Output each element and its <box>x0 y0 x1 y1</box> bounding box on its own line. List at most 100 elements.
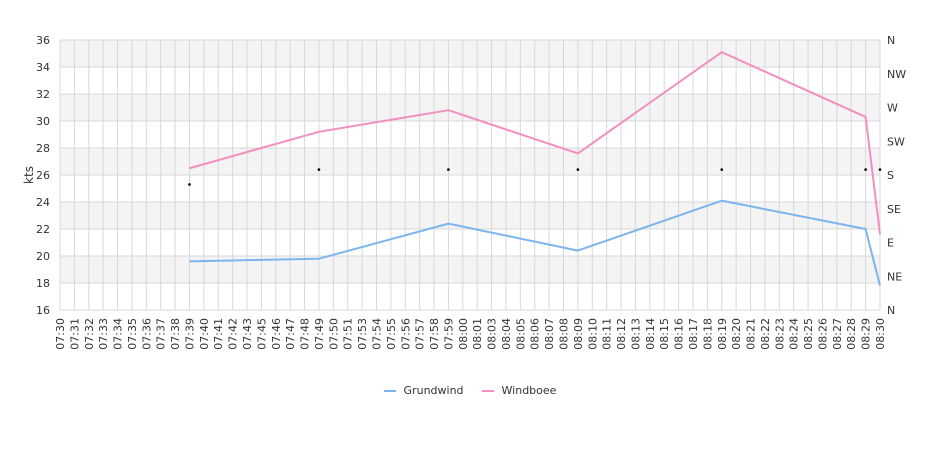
legend-label-windboee: Windboee <box>501 384 557 397</box>
x-tick-label: 08:06 <box>529 318 542 350</box>
plot-band <box>60 256 880 283</box>
direction-marker <box>317 168 321 171</box>
y2-axis-tick-labels: N NE E SE S SW W NW N <box>887 34 906 317</box>
x-tick-label: 08:30 <box>874 318 887 350</box>
legend-label-grundwind: Grundwind <box>403 384 464 397</box>
x-tick-label: 08:00 <box>457 318 470 350</box>
direction-marker <box>878 168 882 171</box>
series-lines <box>189 51 881 286</box>
x-axis-tick-labels: 07:30 07:31 07:32 07:33 07:34 07:35 07:36 07:37… <box>54 318 887 350</box>
y-tick-label: 28 <box>36 142 50 155</box>
x-tick-label: 08:21 <box>745 318 758 350</box>
x-tick-label: 07:57 <box>414 318 427 350</box>
series-line-grundwind[interactable] <box>189 199 881 286</box>
legend: Grundwind Windboee <box>0 384 940 397</box>
legend-item-grundwind[interactable]: Grundwind <box>383 384 464 397</box>
x-tick-label: 07:49 <box>313 318 326 350</box>
plot-band <box>60 148 880 175</box>
direction-marker <box>576 168 580 171</box>
x-tick-label: 07:46 <box>270 318 283 350</box>
x-tick-label: 08:15 <box>658 318 671 350</box>
x-tick-label: 07:54 <box>370 318 383 350</box>
y2-tick-label: NW <box>887 68 906 81</box>
direction-marker <box>864 168 867 171</box>
x-tick-label: 08:01 <box>471 318 484 350</box>
x-tick-label: 08:22 <box>759 318 772 350</box>
direction-marker <box>188 183 191 186</box>
y-tick-label: 34 <box>36 61 50 74</box>
x-tick-label: 08:14 <box>644 318 657 350</box>
legend-item-windboee[interactable]: Windboee <box>481 384 557 397</box>
y-tick-label: 16 <box>36 304 50 317</box>
x-tick-label: 08:24 <box>788 318 801 350</box>
x-tick-label: 07:47 <box>284 318 297 350</box>
x-tick-label: 07:56 <box>399 318 412 350</box>
x-tick-label: 08:09 <box>572 318 585 350</box>
y-tick-label: 24 <box>36 196 50 209</box>
x-tick-label: 08:17 <box>687 318 700 350</box>
x-tick-label: 08:18 <box>701 318 714 350</box>
y2-tick-label: NE <box>887 270 902 283</box>
direction-markers <box>188 168 882 186</box>
x-tick-label: 07:30 <box>54 318 67 350</box>
legend-swatch-grundwind <box>383 389 396 392</box>
x-tick-label: 07:34 <box>112 318 125 350</box>
x-tick-label: 08:13 <box>629 318 642 350</box>
x-tick-label: 08:26 <box>816 318 829 350</box>
y2-tick-label: W <box>887 102 898 115</box>
x-tick-label: 07:59 <box>442 318 455 350</box>
x-tick-label: 07:42 <box>227 318 240 350</box>
y-tick-label: 18 <box>36 277 50 290</box>
x-tick-label: 07:41 <box>212 318 225 350</box>
direction-marker <box>720 168 724 171</box>
x-tick-label: 08:12 <box>615 318 628 350</box>
x-tick-label: 07:45 <box>255 318 268 350</box>
x-tick-label: 08:05 <box>514 318 527 350</box>
x-tick-label: 07:53 <box>356 318 369 350</box>
x-tick-label: 07:35 <box>126 318 139 350</box>
y-tick-label: 22 <box>36 223 50 236</box>
x-tick-label: 07:31 <box>68 318 81 350</box>
y-tick-label: 20 <box>36 250 50 263</box>
x-tick-label: 08:25 <box>802 318 815 350</box>
x-tick-label: 07:58 <box>428 318 441 350</box>
y-axis-tick-labels: 16 18 20 22 24 26 28 30 32 34 36 <box>36 34 50 317</box>
plot-bands <box>60 40 880 283</box>
x-tick-label: 07:38 <box>169 318 182 350</box>
y-tick-label: 32 <box>36 88 50 101</box>
x-tick-label: 08:28 <box>845 318 858 350</box>
y-tick-label: 26 <box>36 169 50 182</box>
legend-swatch-windboee <box>481 389 494 392</box>
x-tick-label: 08:27 <box>831 318 844 350</box>
x-tick-label: 08:11 <box>601 318 614 350</box>
x-tick-label: 08:04 <box>500 318 513 350</box>
y-axis-title: kts <box>22 166 36 184</box>
x-tick-label: 07:32 <box>83 318 96 350</box>
x-tick-label: 08:29 <box>860 318 873 350</box>
y-tick-label: 30 <box>36 115 50 128</box>
x-tick-label: 07:48 <box>299 318 312 350</box>
direction-marker <box>447 168 450 171</box>
x-tick-label: 08:16 <box>673 318 686 350</box>
y2-tick-label: N <box>887 34 895 47</box>
x-tick-label: 08:10 <box>586 318 599 350</box>
x-tick-label: 07:51 <box>342 318 355 350</box>
x-tick-label: 08:08 <box>558 318 571 350</box>
x-tick-label: 07:40 <box>198 318 211 350</box>
x-tick-label: 07:39 <box>183 318 196 350</box>
x-tick-label: 07:55 <box>385 318 398 350</box>
x-tick-label: 07:50 <box>327 318 340 350</box>
x-tick-label: 08:03 <box>486 318 499 350</box>
x-tick-label: 07:43 <box>241 318 254 350</box>
y2-tick-label: E <box>887 237 894 250</box>
x-tick-label: 08:19 <box>716 318 729 350</box>
x-tick-label: 08:20 <box>730 318 743 350</box>
plot-band <box>60 202 880 229</box>
x-tick-label: 07:36 <box>140 318 153 350</box>
y-tick-label: 36 <box>36 34 50 47</box>
series-line-windboee[interactable] <box>189 51 881 235</box>
x-tick-label: 07:33 <box>97 318 110 350</box>
y2-tick-label: S <box>887 169 894 182</box>
y2-tick-label: SE <box>887 203 901 216</box>
